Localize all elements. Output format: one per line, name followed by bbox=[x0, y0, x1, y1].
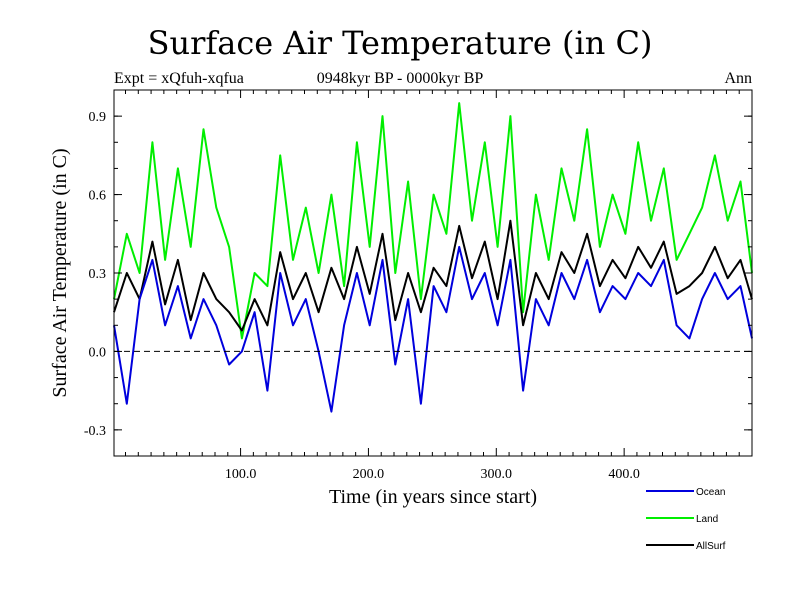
chart-subtitle: 0948kyr BP - 0000kyr BP bbox=[316, 70, 484, 87]
y-axis: -0.3 0.0 0.3 0.6 0.9 bbox=[84, 89, 752, 457]
series-line-ocean bbox=[113, 245, 753, 413]
legend-label-land: Land bbox=[696, 514, 718, 525]
chart-title: Surface Air Temperature (in C) bbox=[147, 24, 653, 62]
x-tick-label: 200.0 bbox=[353, 467, 385, 482]
legend: Ocean Land AllSurf bbox=[646, 487, 726, 552]
y-tick-label: 0.6 bbox=[89, 189, 107, 204]
series-line-allsurf bbox=[113, 219, 753, 332]
y-tick-label: -0.3 bbox=[84, 424, 106, 439]
y-tick-label: 0.3 bbox=[89, 267, 107, 282]
series-lines bbox=[113, 102, 753, 413]
y-axis-label: Surface Air Temperature (in C) bbox=[49, 148, 71, 397]
x-tick-label: 300.0 bbox=[481, 467, 513, 482]
y-tick-label: 0.0 bbox=[89, 345, 107, 360]
x-tick-label: 400.0 bbox=[608, 467, 640, 482]
legend-label-allsurf: AllSurf bbox=[696, 541, 726, 552]
x-tick-label: 100.0 bbox=[225, 467, 257, 482]
y-tick-label: 0.9 bbox=[89, 110, 107, 125]
series-line-land bbox=[113, 102, 753, 340]
season-label: Ann bbox=[724, 70, 752, 87]
x-axis: 100.0 200.0 300.0 400.0 bbox=[125, 90, 740, 482]
legend-label-ocean: Ocean bbox=[696, 487, 725, 498]
x-axis-label: Time (in years since start) bbox=[329, 486, 537, 508]
experiment-label: Expt = xQfuh-xqfua bbox=[114, 70, 244, 87]
